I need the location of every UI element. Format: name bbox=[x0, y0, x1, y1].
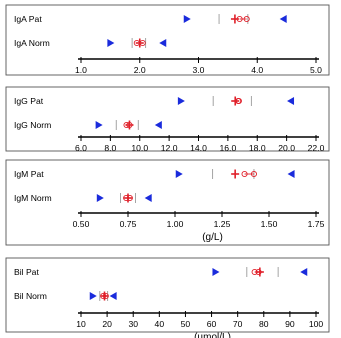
data-row: IgA Norm bbox=[14, 38, 167, 48]
row-label: Bil Norm bbox=[14, 291, 47, 301]
x-tick-label: 22.0 bbox=[308, 143, 325, 153]
x-tick-label: 0.50 bbox=[73, 219, 90, 229]
x-tick-label: 20.0 bbox=[278, 143, 295, 153]
x-tick-label: 10.0 bbox=[131, 143, 148, 153]
data-row: IgM Norm bbox=[14, 193, 152, 203]
row-label: IgM Norm bbox=[14, 193, 52, 203]
x-tick-label: 1.25 bbox=[214, 219, 231, 229]
max-marker bbox=[109, 292, 117, 300]
data-row: IgM Pat bbox=[14, 169, 295, 179]
panel-frame bbox=[5, 86, 330, 152]
x-tick-label: 50 bbox=[181, 319, 191, 329]
x-tick-label: 1.50 bbox=[261, 219, 278, 229]
x-tick-label: 40 bbox=[155, 319, 165, 329]
max-marker bbox=[300, 268, 308, 276]
min-marker bbox=[212, 268, 220, 276]
x-tick-label: 20 bbox=[102, 319, 112, 329]
x-tick-label: 100 bbox=[309, 319, 324, 329]
x-tick-label: 60 bbox=[207, 319, 217, 329]
chart-panel: 1.0 2.0 3.0 4.0 5.0 IgA Pat IgA Norm bbox=[5, 4, 330, 76]
min-marker bbox=[177, 97, 185, 105]
data-row: Bil Norm bbox=[14, 291, 117, 301]
min-marker bbox=[183, 15, 191, 23]
min-marker bbox=[96, 194, 104, 202]
x-tick-label: 3.0 bbox=[193, 65, 205, 75]
data-row: IgA Pat bbox=[14, 14, 287, 24]
row-label: IgG Pat bbox=[14, 96, 44, 106]
ci-marker bbox=[250, 170, 258, 178]
row-label: IgA Pat bbox=[14, 14, 42, 24]
x-tick-label: 18.0 bbox=[249, 143, 266, 153]
x-tick-label: 8.0 bbox=[104, 143, 116, 153]
x-tick-label: 2.0 bbox=[134, 65, 146, 75]
x-tick-label: 30 bbox=[128, 319, 138, 329]
row-label: IgM Pat bbox=[14, 169, 44, 179]
x-tick-label: 0.75 bbox=[120, 219, 137, 229]
max-marker bbox=[159, 39, 167, 47]
x-tick-label: 4.0 bbox=[251, 65, 263, 75]
data-row: Bil Pat bbox=[14, 267, 308, 277]
ci-marker bbox=[241, 170, 248, 178]
max-marker bbox=[154, 121, 162, 129]
x-tick-label: 1.0 bbox=[75, 65, 87, 75]
min-marker bbox=[107, 39, 115, 47]
chart-panel: 6.0 8.0 10.0 12.0 14.0 16.0 18.0 20.0 22.0 IgG Pa… bbox=[5, 86, 330, 153]
min-marker bbox=[95, 121, 103, 129]
row-label: Bil Pat bbox=[14, 267, 39, 277]
max-marker bbox=[287, 170, 295, 178]
x-tick-label: 14.0 bbox=[190, 143, 207, 153]
x-tick-label: 16.0 bbox=[220, 143, 237, 153]
panel-frame bbox=[5, 159, 330, 246]
x-tick-label: 12.0 bbox=[161, 143, 178, 153]
x-tick-label: 6.0 bbox=[75, 143, 87, 153]
data-row: IgG Norm bbox=[14, 120, 162, 130]
min-marker bbox=[175, 170, 183, 178]
x-tick-label: 5.0 bbox=[310, 65, 322, 75]
x-tick-label: 80 bbox=[259, 319, 269, 329]
x-axis-unit-label: (g/L) bbox=[202, 232, 223, 243]
max-marker bbox=[287, 97, 295, 105]
max-marker bbox=[144, 194, 152, 202]
x-tick-label: 90 bbox=[285, 319, 295, 329]
panel-frame bbox=[5, 257, 330, 333]
max-marker bbox=[279, 15, 287, 23]
ci-marker bbox=[243, 15, 250, 23]
x-tick-label: 10 bbox=[76, 319, 86, 329]
data-row: IgG Pat bbox=[14, 96, 295, 106]
row-label: IgA Norm bbox=[14, 38, 50, 48]
min-marker bbox=[89, 292, 97, 300]
x-tick-label: 1.75 bbox=[308, 219, 325, 229]
x-tick-label: 1.00 bbox=[167, 219, 184, 229]
row-label: IgG Norm bbox=[14, 120, 51, 130]
chart-panel: 10 20 30 40 50 60 70 80 90 100 (µmol/L) Bil Pat Bil … bbox=[5, 257, 330, 338]
x-axis-unit-label: (µmol/L) bbox=[194, 332, 231, 338]
chart-panel: 0.50 0.75 1.00 1.25 1.50 1.75 (g/L) IgM Pat IgM … bbox=[5, 159, 330, 246]
x-tick-label: 70 bbox=[233, 319, 243, 329]
panel-frame bbox=[5, 4, 330, 76]
